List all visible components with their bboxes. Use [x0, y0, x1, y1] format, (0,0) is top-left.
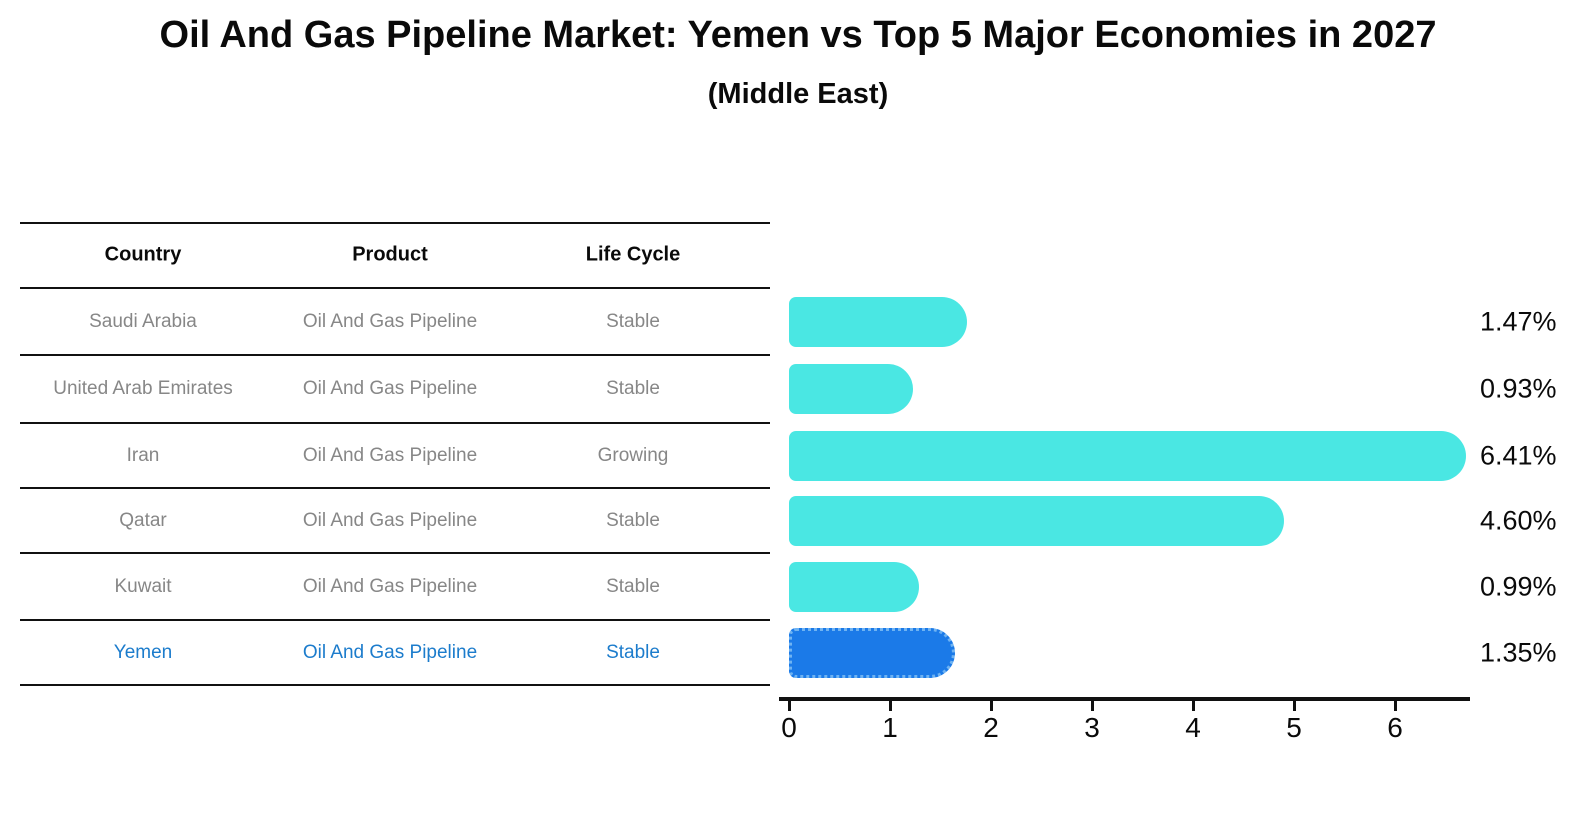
country-cell: United Arab Emirates [53, 378, 233, 399]
country-cell: Kuwait [114, 575, 172, 597]
row-separator [20, 619, 770, 621]
country-cell: Qatar [119, 509, 167, 531]
x-tick-label: 1 [882, 712, 898, 743]
bar-qatar [789, 495, 1284, 546]
product-cell: Oil And Gas Pipeline [302, 444, 478, 466]
x-tick-label: 5 [1286, 712, 1302, 743]
product-cell: Oil And Gas Pipeline [302, 310, 478, 332]
lifecycle-cell: Stable [606, 509, 660, 531]
row-separator [20, 354, 770, 356]
value-label: 1.35% [1480, 637, 1557, 667]
value-label: 1.47% [1480, 306, 1557, 336]
row-separator [20, 487, 770, 489]
x-tick [888, 701, 892, 711]
row-separator [20, 552, 770, 554]
page-title: Oil And Gas Pipeline Market: Yemen vs To… [159, 14, 1437, 56]
x-tick-label: 3 [1084, 712, 1100, 743]
row-separator [20, 422, 770, 424]
x-axis-line [779, 697, 1470, 701]
value-label: 6.41% [1480, 440, 1557, 470]
column-header-country: Country [104, 243, 182, 266]
lifecycle-cell: Growing [597, 444, 669, 466]
x-tick [787, 701, 791, 711]
row-separator [20, 222, 770, 224]
x-tick [1292, 701, 1296, 711]
row-separator [20, 684, 770, 686]
x-tick-label: 0 [781, 712, 797, 743]
country-cell: Saudi Arabia [89, 310, 197, 332]
x-tick-label: 6 [1387, 712, 1403, 743]
x-tick [989, 701, 993, 711]
country-cell: Iran [126, 444, 160, 466]
lifecycle-cell: Stable [606, 310, 660, 332]
product-cell: Oil And Gas Pipeline [302, 575, 478, 597]
page-subtitle: (Middle East) [707, 78, 889, 110]
bar-saudi-arabia [789, 296, 967, 347]
value-label: 4.60% [1480, 505, 1557, 535]
product-cell: Oil And Gas Pipeline [302, 641, 478, 663]
x-tick [1393, 701, 1397, 711]
product-cell: Oil And Gas Pipeline [302, 378, 478, 399]
value-label: 0.93% [1480, 373, 1557, 404]
lifecycle-cell: Stable [606, 575, 660, 597]
lifecycle-cell: Stable [606, 378, 660, 399]
bar-kuwait [789, 561, 919, 612]
bar-yemen-highlighted [789, 627, 955, 678]
x-tick-label: 2 [983, 712, 999, 743]
column-header-life-cycle: Life Cycle [585, 243, 681, 266]
column-header-product: Product [352, 243, 428, 266]
x-tick [1191, 701, 1195, 711]
bar-united-arab-emirates [789, 364, 913, 414]
bar-iran [789, 430, 1466, 481]
row-separator [20, 287, 770, 289]
value-label: 0.99% [1480, 571, 1557, 601]
country-cell: Yemen [113, 641, 173, 663]
lifecycle-cell: Stable [606, 641, 660, 663]
x-tick [1090, 701, 1094, 711]
x-tick-label: 4 [1185, 712, 1201, 743]
product-cell: Oil And Gas Pipeline [302, 509, 478, 531]
